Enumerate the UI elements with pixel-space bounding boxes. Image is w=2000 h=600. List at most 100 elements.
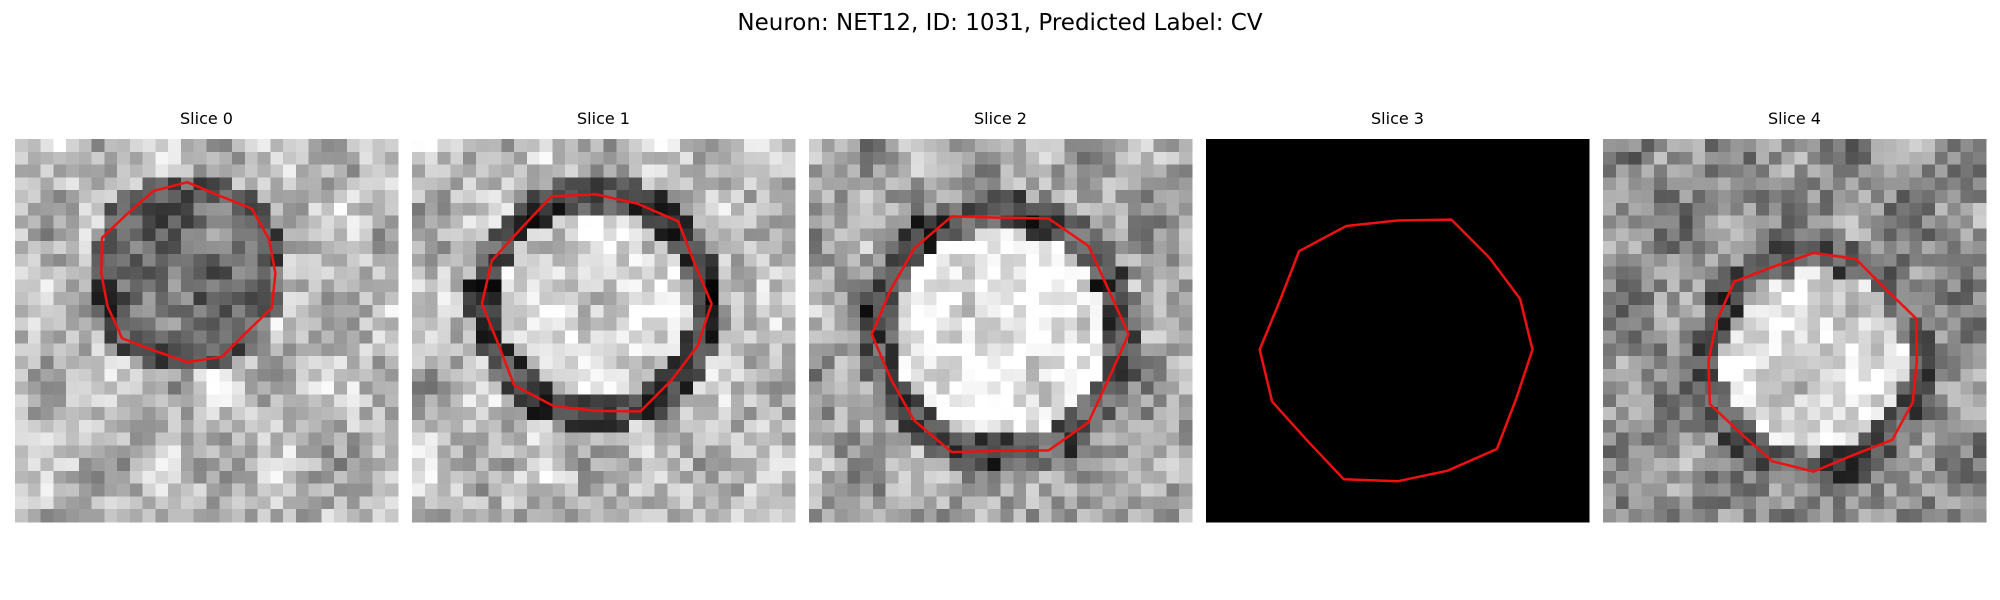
pixel <box>641 470 656 485</box>
pixel <box>1499 356 1513 370</box>
pixel <box>1371 190 1386 204</box>
pixel <box>1295 394 1309 408</box>
pixel <box>1077 343 1091 357</box>
pixel <box>385 151 399 166</box>
pixel <box>270 266 284 281</box>
pixel <box>1295 432 1309 446</box>
pixel <box>359 496 374 510</box>
pixel <box>1525 177 1539 191</box>
pixel <box>1537 381 1552 395</box>
pixel <box>1615 228 1630 242</box>
pixel <box>1410 151 1424 166</box>
pixel <box>616 368 630 383</box>
pixel <box>552 266 566 281</box>
pixel <box>283 368 297 383</box>
pixel <box>1320 202 1335 217</box>
pixel <box>257 394 271 408</box>
pixel <box>756 470 771 485</box>
pixel <box>1282 432 1296 446</box>
pixel <box>949 266 963 281</box>
pixel <box>809 445 823 459</box>
pixel <box>1794 279 1808 293</box>
pixel <box>283 470 297 485</box>
pixel <box>718 432 732 446</box>
pixel <box>667 343 681 357</box>
pixel <box>1641 483 1655 498</box>
pixel <box>1077 509 1091 523</box>
pixel <box>1537 496 1552 510</box>
pixel <box>1781 343 1796 357</box>
pixel <box>1102 228 1116 242</box>
pixel <box>1820 190 1834 204</box>
pixel <box>629 368 643 383</box>
pixel <box>860 139 874 153</box>
pixel <box>244 215 259 229</box>
pixel <box>1883 419 1898 434</box>
pixel <box>1909 381 1923 395</box>
pixel <box>1922 470 1936 485</box>
pixel <box>129 343 144 357</box>
pixel <box>565 279 579 293</box>
pixel <box>987 419 1002 434</box>
pixel <box>66 394 80 408</box>
pixel <box>463 304 477 319</box>
pixel <box>488 445 502 459</box>
pixel <box>821 228 836 242</box>
pixel <box>1973 279 1987 293</box>
pixel <box>1858 407 1872 421</box>
pixel <box>860 381 874 395</box>
pixel <box>1820 419 1834 434</box>
pixel <box>1692 368 1706 383</box>
pixel <box>1820 394 1834 408</box>
pixel <box>1115 241 1129 255</box>
pixel <box>1218 470 1233 485</box>
pixel <box>1397 241 1411 255</box>
pixel <box>193 330 208 344</box>
pixel <box>1922 266 1936 281</box>
pixel <box>1615 445 1630 459</box>
pixel <box>629 164 643 178</box>
pixel <box>1153 304 1168 319</box>
pixel <box>321 496 335 510</box>
pixel <box>667 228 681 242</box>
pixel <box>809 228 823 242</box>
pixel <box>1730 458 1745 472</box>
pixel <box>1525 292 1539 306</box>
pixel <box>78 445 93 459</box>
pixel <box>1781 368 1796 383</box>
pixel <box>346 241 361 255</box>
pixel <box>923 381 938 395</box>
pixel <box>1051 356 1065 370</box>
pixel <box>1384 483 1399 498</box>
pixel <box>1705 419 1719 434</box>
pixel <box>821 317 836 332</box>
pixel <box>463 483 477 498</box>
pixel <box>424 266 439 281</box>
pixel <box>577 292 592 306</box>
pixel <box>1295 304 1309 319</box>
pixel <box>193 215 208 229</box>
pixel <box>15 228 29 242</box>
pixel <box>577 139 592 153</box>
pixel <box>1013 202 1027 217</box>
pixel <box>1000 279 1014 293</box>
pixel <box>1089 151 1104 166</box>
pixel <box>1563 419 1577 434</box>
pixel <box>949 394 963 408</box>
pixel <box>526 343 541 357</box>
pixel <box>1282 330 1296 344</box>
pixel <box>1295 458 1309 472</box>
pixel <box>654 330 668 344</box>
pixel <box>641 151 656 166</box>
pixel <box>1410 266 1424 281</box>
pixel <box>321 292 335 306</box>
pixel <box>641 241 656 255</box>
pixel <box>1333 330 1348 344</box>
pixel <box>1206 470 1220 485</box>
pixel <box>501 304 515 319</box>
pixel <box>1231 432 1245 446</box>
pixel <box>15 279 29 293</box>
pixel <box>1666 279 1681 293</box>
pixel <box>155 279 169 293</box>
pixel <box>219 343 233 357</box>
